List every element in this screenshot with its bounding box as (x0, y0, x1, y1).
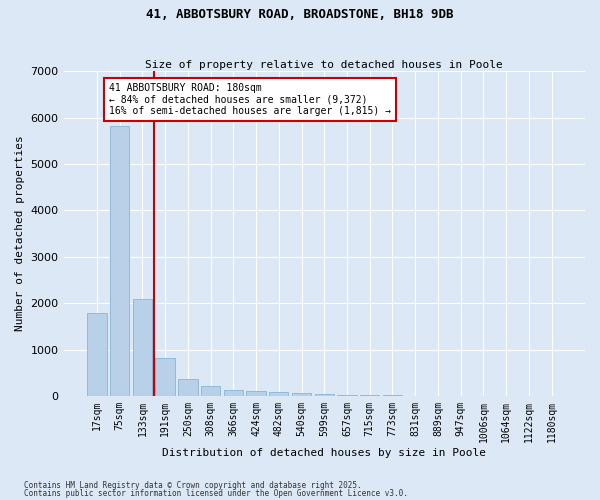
Bar (155, 358, 175, 396)
Bar (360, 395, 379, 396)
X-axis label: Distribution of detached houses by size in Poole: Distribution of detached houses by size … (162, 448, 486, 458)
Text: 41 ABBOTSBURY ROAD: 180sqm
← 84% of detached houses are smaller (9,372)
16% of s: 41 ABBOTSBURY ROAD: 180sqm ← 84% of deta… (109, 83, 391, 116)
Bar (201, 386, 220, 396)
Bar (110, 126, 130, 396)
Bar (292, 393, 311, 396)
Bar (337, 394, 356, 396)
Bar (269, 392, 289, 396)
Bar (87, 314, 107, 396)
Text: Contains HM Land Registry data © Crown copyright and database right 2025.: Contains HM Land Registry data © Crown c… (24, 480, 362, 490)
Title: Size of property relative to detached houses in Poole: Size of property relative to detached ho… (145, 60, 503, 70)
Bar (247, 392, 266, 396)
Y-axis label: Number of detached properties: Number of detached properties (15, 136, 25, 332)
Text: 41, ABBOTSBURY ROAD, BROADSTONE, BH18 9DB: 41, ABBOTSBURY ROAD, BROADSTONE, BH18 9D… (146, 8, 454, 20)
Text: Contains public sector information licensed under the Open Government Licence v3: Contains public sector information licen… (24, 490, 408, 498)
Bar (314, 394, 334, 396)
Bar (133, 299, 152, 396)
Bar (224, 390, 243, 396)
Bar (178, 379, 197, 396)
